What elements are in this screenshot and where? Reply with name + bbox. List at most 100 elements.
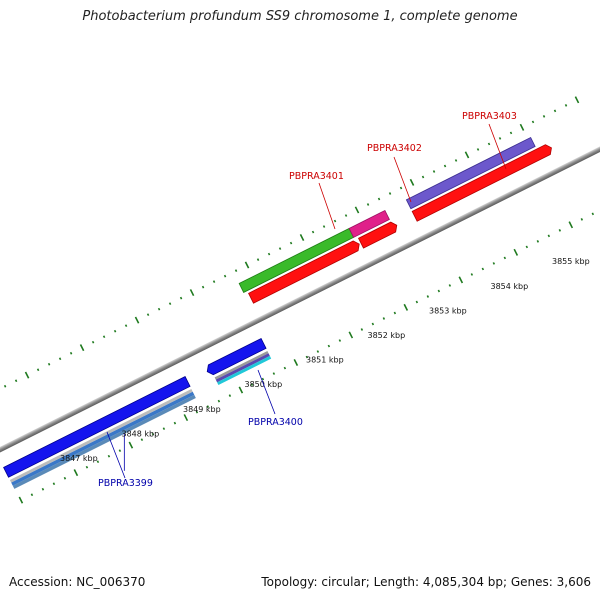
forward-major-tick	[409, 178, 415, 186]
reverse-minor-tick	[415, 300, 419, 304]
forward-minor-tick	[113, 329, 117, 333]
scale-label: 3851 kbp	[306, 356, 344, 365]
reverse-minor-tick	[371, 322, 375, 326]
forward-minor-tick	[278, 247, 282, 250]
cds-blue-arrow-1[interactable]	[3, 376, 191, 478]
reverse-minor-tick	[580, 218, 584, 221]
reverse-minor-tick	[547, 234, 551, 238]
reverse-major-tick	[128, 441, 134, 449]
cds-red-arrow-1[interactable]	[248, 239, 362, 304]
forward-minor-tick	[47, 362, 51, 366]
cds-red-arrow-2[interactable]	[358, 220, 400, 249]
gene-label-pbpra3401[interactable]: PBPRA3401	[289, 171, 344, 182]
reverse-minor-tick	[558, 229, 562, 232]
cds-pbpra3400-band-grey	[214, 351, 269, 380]
reverse-minor-tick	[96, 460, 100, 464]
reverse-major-tick	[513, 248, 519, 256]
forward-minor-tick	[322, 225, 326, 228]
scale-label: 3854 kbp	[491, 282, 529, 291]
reverse-major-tick	[238, 386, 244, 394]
forward-minor-tick	[223, 274, 227, 278]
reverse-minor-tick	[173, 421, 177, 425]
forward-minor-tick	[509, 131, 513, 135]
reverse-minor-tick	[85, 465, 89, 469]
reverse-minor-tick	[492, 262, 496, 265]
forward-minor-tick	[344, 214, 348, 217]
forward-minor-tick	[333, 219, 337, 223]
pbpra3401-leader	[318, 182, 336, 230]
reverse-minor-tick	[30, 493, 34, 497]
forward-minor-tick	[443, 164, 447, 168]
reverse-minor-tick	[118, 449, 122, 453]
reverse-major-tick	[18, 496, 24, 504]
cds-pbpra3402-bar[interactable]	[348, 209, 390, 238]
pbpra3403-leader	[488, 123, 507, 170]
pbpra3399-leader	[106, 431, 126, 479]
pbpra3402-leader	[393, 156, 412, 203]
cds-blue-arrow-2[interactable]	[205, 337, 267, 376]
cds-pbpra3400-band-cyan	[217, 355, 272, 386]
reverse-major-tick	[348, 331, 354, 339]
reverse-minor-tick	[481, 267, 485, 271]
reverse-minor-tick	[228, 394, 232, 397]
reverse-minor-tick	[393, 311, 397, 315]
forward-minor-tick	[212, 280, 216, 283]
reverse-minor-tick	[272, 372, 276, 375]
forward-major-tick	[24, 371, 30, 379]
forward-minor-tick	[3, 384, 7, 388]
forward-minor-tick	[564, 104, 568, 107]
map-title: Photobacterium profundum SS9 chromosome …	[82, 9, 518, 24]
scale-label: 3853 kbp	[429, 306, 467, 315]
forward-minor-tick	[432, 170, 436, 173]
gene-label-pbpra3403[interactable]: PBPRA3403	[462, 111, 517, 122]
forward-minor-tick	[366, 203, 370, 206]
forward-minor-tick	[487, 142, 491, 146]
cds-pbpra3403-bar[interactable]	[405, 136, 536, 210]
gene-label-pbpra3402[interactable]: PBPRA3402	[367, 143, 422, 154]
cds-pbpra3400-band-purple[interactable]	[215, 353, 270, 383]
forward-minor-tick	[531, 120, 535, 124]
reverse-major-tick	[403, 303, 409, 311]
cds-red-arrow-3[interactable]	[411, 143, 554, 222]
reverse-major-tick	[183, 414, 189, 422]
tick-row-forward	[3, 96, 580, 388]
forward-major-tick	[244, 261, 250, 269]
reverse-minor-tick	[261, 377, 265, 381]
reverse-minor-tick	[525, 245, 529, 249]
forward-minor-tick	[201, 285, 205, 289]
gene-label-pbpra3399[interactable]: PBPRA3399	[98, 478, 153, 489]
cds-pbpra3399-band-grey	[9, 389, 193, 483]
scale-label: 3852 kbp	[368, 331, 406, 340]
scale-label: 3848 kbp	[122, 429, 160, 438]
cds-pbpra3399-band-blue[interactable]	[11, 391, 195, 486]
forward-minor-tick	[498, 137, 502, 140]
forward-minor-tick	[377, 197, 381, 201]
forward-minor-tick	[234, 269, 238, 272]
reverse-minor-tick	[206, 405, 210, 408]
forward-minor-tick	[454, 159, 458, 162]
forward-minor-tick	[157, 307, 161, 311]
reverse-minor-tick	[162, 427, 166, 430]
reverse-minor-tick	[316, 350, 320, 353]
forward-minor-tick	[399, 186, 403, 190]
reverse-minor-tick	[305, 355, 309, 359]
reverse-minor-tick	[151, 432, 155, 436]
reverse-minor-tick	[338, 339, 342, 342]
forward-minor-tick	[146, 313, 150, 317]
forward-major-tick	[574, 96, 580, 104]
forward-major-tick	[464, 151, 470, 159]
reverse-minor-tick	[41, 487, 45, 491]
forward-major-tick	[519, 123, 525, 131]
reverse-minor-tick	[448, 284, 452, 287]
forward-minor-tick	[179, 296, 183, 300]
reverse-minor-tick	[437, 289, 441, 293]
reverse-minor-tick	[63, 476, 67, 480]
forward-minor-tick	[91, 340, 95, 344]
reverse-minor-tick	[217, 399, 221, 403]
scale-label: 3855 kbp	[552, 257, 590, 266]
reverse-minor-tick	[382, 317, 386, 320]
gene-label-pbpra3400[interactable]: PBPRA3400	[248, 417, 303, 428]
forward-major-tick	[134, 316, 140, 324]
forward-minor-tick	[36, 368, 40, 372]
reverse-minor-tick	[283, 366, 287, 370]
